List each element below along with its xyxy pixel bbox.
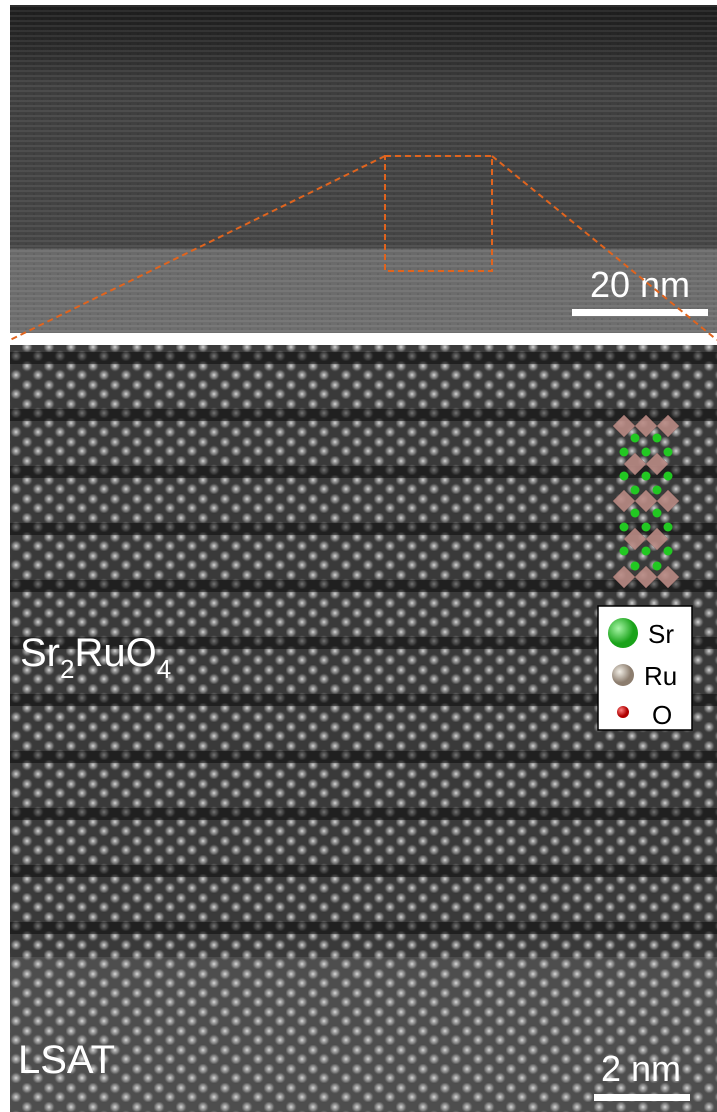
film-label-part: Sr (20, 631, 60, 675)
legend-swatch (608, 618, 638, 648)
legend-label: O (652, 700, 672, 730)
legend-label: Sr (648, 619, 674, 649)
film-label-sub: 4 (157, 654, 171, 684)
legend-swatch (612, 664, 634, 686)
scale-bar (594, 1094, 690, 1101)
film-label-part: RuO (74, 631, 156, 675)
top-panel: 20 nm (10, 5, 717, 333)
legend-label: Ru (644, 661, 677, 691)
figure: 20 nm (0, 0, 717, 1112)
film-label-sub: 2 (60, 654, 74, 684)
legend-swatch (617, 706, 629, 718)
scale-bar-label: 2 nm (601, 1048, 681, 1089)
bottom-panel: Sr Ru O Sr2RuO4 LSAT 2 nm (10, 345, 717, 1112)
scale-bar-label: 20 nm (590, 264, 690, 305)
legend: Sr Ru O (598, 606, 692, 730)
substrate-label: LSAT (18, 1038, 115, 1082)
